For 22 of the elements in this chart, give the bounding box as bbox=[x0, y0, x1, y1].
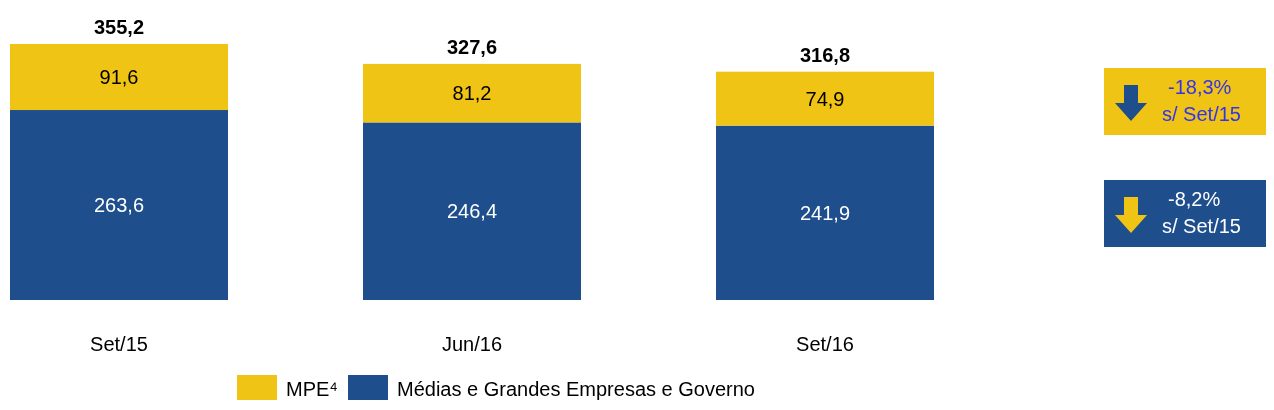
total-label: 327,6 bbox=[446, 35, 498, 58]
data-label: 81,2 bbox=[452, 82, 492, 105]
data-label: 74,9 bbox=[805, 87, 845, 110]
total-label: 316,8 bbox=[799, 43, 851, 66]
data-label: 91,6 bbox=[99, 66, 139, 89]
bar bbox=[363, 122, 581, 300]
legend-label: Médias e Grandes Empresas e Governo bbox=[397, 378, 755, 400]
x-tick-label: Set/16 bbox=[796, 333, 854, 355]
text: -8,2% s/ Set/15 bbox=[1162, 188, 1241, 237]
x-tick-label: Set/15 bbox=[90, 333, 148, 355]
bar bbox=[363, 63, 581, 123]
bar bbox=[10, 44, 228, 111]
bar bbox=[716, 125, 934, 300]
bar bbox=[716, 71, 934, 126]
data-label: 263,6 bbox=[93, 194, 145, 217]
total-label: 355,2 bbox=[93, 16, 145, 38]
legend-label: MPE⁴ bbox=[286, 378, 338, 400]
data-label: 246,4 bbox=[446, 200, 498, 223]
text: -18,3% s/ Set/15 bbox=[1162, 76, 1241, 125]
x-tick-label: Jun/16 bbox=[441, 333, 503, 355]
data-label: 241,9 bbox=[799, 201, 851, 224]
bar bbox=[10, 110, 228, 300]
